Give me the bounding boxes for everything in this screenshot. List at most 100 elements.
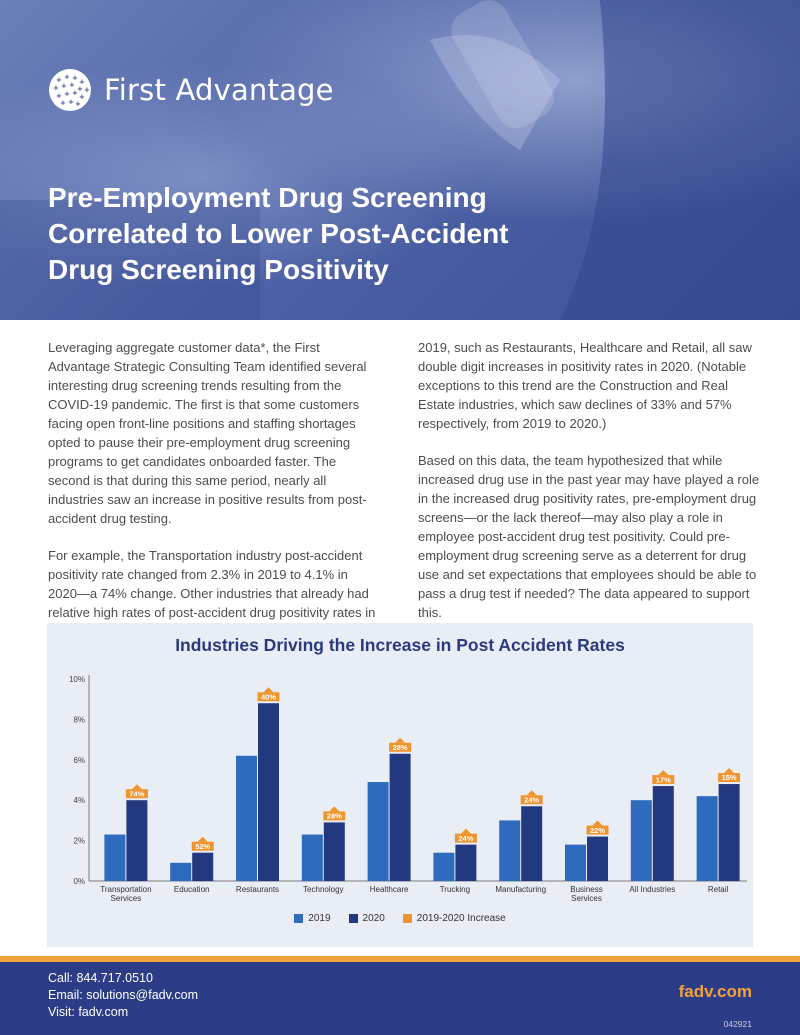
- legend-swatch: [294, 914, 304, 923]
- svg-text:+: +: [60, 99, 66, 107]
- x-tick-label: Manufacturing: [495, 885, 546, 894]
- bar-2019: [433, 852, 455, 881]
- legend-item-2019: 2019: [294, 913, 331, 924]
- svg-text:+: +: [68, 98, 74, 106]
- legend-item-increase: 2019-2020 Increase: [402, 913, 506, 924]
- title-line: Drug Screening Positivity: [48, 254, 389, 285]
- increase-badge: [389, 742, 412, 752]
- svg-text:+: +: [72, 74, 78, 82]
- legend-swatch: [348, 914, 358, 923]
- increase-label: 22%: [590, 826, 605, 835]
- y-tick-label: 0%: [73, 877, 85, 886]
- increase-arrow-icon: [526, 790, 537, 796]
- increase-badge: [191, 841, 214, 851]
- svg-text:+: +: [84, 86, 90, 94]
- increase-badge: [323, 811, 346, 821]
- bar-2020: [389, 753, 411, 881]
- svg-text:+: +: [69, 81, 75, 89]
- increase-label: 24%: [524, 795, 539, 804]
- title-line: Correlated to Lower Post-Accident: [48, 218, 509, 249]
- increase-label: 28%: [327, 812, 342, 821]
- bar-2020: [323, 822, 345, 881]
- increase-label: 24%: [458, 834, 473, 843]
- chart-panel: Industries Driving the Increase in Post …: [47, 623, 753, 947]
- bar-2020: [192, 852, 214, 881]
- x-tick-label: Retail: [708, 885, 729, 894]
- svg-text:+: +: [56, 92, 62, 100]
- increase-arrow-icon: [395, 737, 406, 743]
- increase-label: 74%: [129, 789, 144, 798]
- body-paragraph: 2019, such as Restaurants, Healthcare an…: [418, 340, 752, 431]
- bar-2019: [367, 782, 389, 881]
- increase-arrow-icon: [460, 828, 471, 834]
- x-tick-label: Business: [570, 885, 602, 894]
- first-advantage-logo[interactable]: + + + + + + + + + + + + + + + + First Advantage: [48, 68, 334, 112]
- body-paragraph: Leveraging aggregate customer data*, the…: [48, 340, 367, 526]
- bar-2019: [565, 844, 586, 881]
- y-tick-label: 4%: [73, 796, 85, 805]
- hero-banner: + + + + + + + + + + + + + + + + First Advantage Pre-…: [0, 0, 800, 320]
- bar-2019: [236, 755, 257, 881]
- bar-2019: [499, 820, 521, 881]
- x-tick-label: Services: [571, 894, 602, 903]
- bar-2020: [258, 703, 279, 881]
- svg-text:+: +: [79, 93, 85, 101]
- increase-badge: [652, 775, 675, 785]
- contact-info: Call: 844.717.0510 Email: solutions@fadv…: [48, 970, 198, 1021]
- bar-2020: [521, 806, 543, 881]
- logo-wordmark: First Advantage: [104, 73, 334, 107]
- hero-background-photo: [0, 0, 800, 320]
- y-tick-label: 8%: [73, 715, 85, 724]
- increase-label: 52%: [195, 842, 210, 851]
- bar-2020: [126, 800, 148, 881]
- bar-2019: [104, 834, 126, 881]
- chart-title: Industries Driving the Increase in Post …: [175, 635, 625, 655]
- increase-label: 40%: [261, 692, 276, 701]
- body-column-left: Leveraging aggregate customer data*, the…: [48, 338, 380, 640]
- body-paragraph: Based on this data, the team hypothesize…: [418, 453, 760, 620]
- email-line[interactable]: Email: solutions@fadv.com: [48, 988, 199, 1002]
- x-tick-label: Transportation: [100, 885, 151, 894]
- increase-arrow-icon: [658, 770, 669, 776]
- title-line: Pre-Employment Drug Screening: [48, 182, 487, 213]
- y-tick-label: 6%: [73, 756, 85, 765]
- svg-text:+: +: [56, 76, 62, 84]
- globe-logo-icon: + + + + + + + + + + + + + + + +: [49, 69, 91, 111]
- bar-2020: [718, 784, 740, 881]
- increase-arrow-icon: [263, 687, 274, 693]
- x-tick-label: All Industries: [629, 885, 675, 894]
- increase-badge: [125, 789, 148, 799]
- increase-arrow-icon: [329, 806, 340, 812]
- page-title: Pre-Employment Drug Screening Correlated…: [48, 180, 608, 288]
- phone-line[interactable]: Call: 844.717.0510: [48, 971, 153, 985]
- increase-label: 28%: [393, 743, 408, 752]
- legend-label: 2019-2020 Increase: [416, 913, 506, 924]
- svg-text:+: +: [77, 85, 83, 93]
- increase-badge: [586, 825, 609, 835]
- x-tick-label: Technology: [303, 885, 343, 894]
- footer: Call: 844.717.0510 Email: solutions@fadv…: [0, 962, 800, 1035]
- website-line[interactable]: Visit: fadv.com: [48, 1005, 129, 1019]
- increase-label: 17%: [656, 775, 671, 784]
- y-tick-label: 10%: [69, 675, 85, 684]
- increase-arrow-icon: [197, 836, 208, 842]
- bar-2019: [630, 800, 652, 881]
- footer-accent-stripe: [0, 956, 800, 962]
- body-paragraph: For example, the Transportation industry…: [48, 548, 376, 620]
- bar-2020: [652, 786, 674, 881]
- bar-2020: [587, 836, 608, 881]
- x-tick-label: Services: [111, 894, 142, 903]
- svg-text:+: +: [72, 89, 78, 97]
- increase-arrow-icon: [592, 820, 603, 826]
- bar-2019: [301, 834, 323, 881]
- website-link[interactable]: fadv.com: [678, 982, 752, 1001]
- document-code: 042921: [723, 1019, 752, 1029]
- x-tick-label: Restaurants: [236, 885, 279, 894]
- legend-label: 2020: [362, 913, 385, 924]
- increase-badge: [257, 692, 280, 702]
- y-tick-label: 2%: [73, 837, 85, 846]
- body-column-right: 2019, such as Restaurants, Healthcare an…: [418, 338, 760, 640]
- svg-text:+: +: [61, 82, 67, 90]
- x-tick-label: Trucking: [440, 885, 470, 894]
- svg-text:+: +: [64, 73, 70, 81]
